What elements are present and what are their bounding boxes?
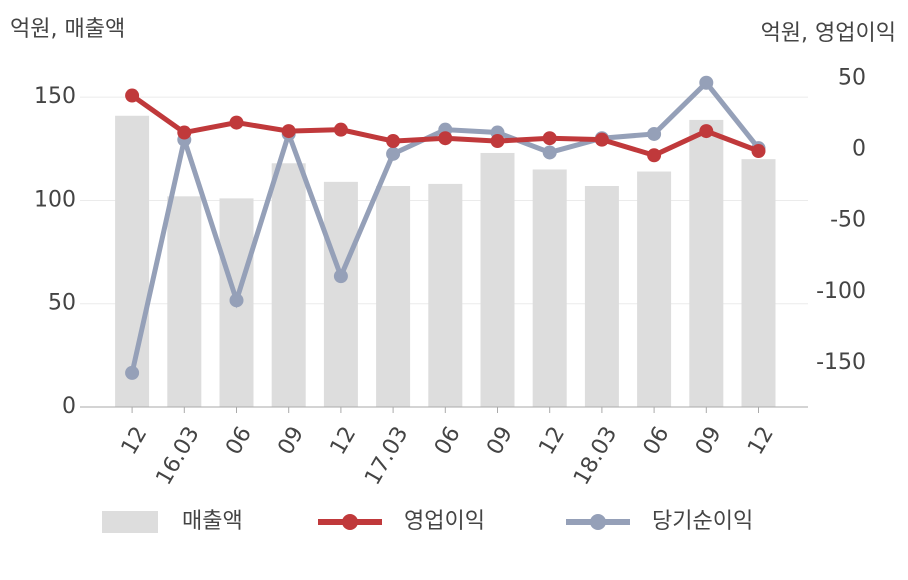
y2-tick-label: -150 (816, 350, 866, 375)
point (229, 115, 244, 130)
bar (428, 183, 463, 407)
point (386, 146, 401, 161)
x-tick-label: 12 (743, 423, 779, 460)
bar (741, 159, 776, 407)
bar (689, 119, 724, 408)
x-tick-label: 12 (117, 423, 153, 460)
bar (167, 196, 202, 407)
x-tick-label: 12 (534, 423, 570, 460)
bar (271, 163, 306, 407)
point (542, 145, 557, 160)
point (542, 131, 557, 146)
point (125, 88, 140, 103)
y-tick-label: 0 (62, 394, 76, 419)
bar (584, 185, 619, 407)
point (125, 365, 140, 380)
point (177, 125, 192, 140)
y-tick-label: 50 (48, 291, 76, 316)
bar (532, 169, 567, 407)
point (281, 124, 296, 139)
y-tick-label: 100 (34, 187, 76, 212)
point (647, 126, 662, 141)
x-tick-label: 16.03 (152, 423, 205, 490)
point (333, 269, 348, 284)
point (699, 75, 714, 90)
x-tick-label: 09 (482, 423, 518, 460)
legend-swatch (102, 511, 158, 533)
point (229, 293, 244, 308)
y-tick-label: 150 (34, 84, 76, 109)
x-tick-label: 06 (430, 423, 466, 460)
y2-tick-label: -100 (816, 279, 866, 304)
x-tick-label: 17.03 (360, 423, 413, 490)
y2-tick-label: -50 (830, 208, 866, 233)
point (386, 134, 401, 149)
point (594, 132, 609, 147)
bar (637, 171, 672, 407)
bar (376, 185, 411, 407)
bar (323, 181, 358, 407)
point (333, 122, 348, 137)
point (699, 124, 714, 139)
y2-tick-label: 0 (852, 137, 866, 162)
x-tick-label: 09 (273, 423, 309, 460)
bar (115, 115, 150, 408)
x-tick-label: 06 (221, 423, 257, 460)
point (438, 131, 453, 146)
legend-swatch (590, 514, 606, 530)
legend-swatch (342, 514, 358, 530)
y2-tick-label: 50 (838, 65, 866, 90)
x-tick-label: 06 (639, 423, 675, 460)
legend-label: 매출액 (182, 509, 243, 534)
y-axis-label: 억원, 매출액 (10, 17, 125, 42)
x-tick-label: 12 (326, 423, 362, 460)
y2-axis-label: 억원, 영업이익 (761, 21, 896, 46)
point (751, 144, 766, 159)
x-tick-label: 18.03 (569, 423, 622, 490)
point (647, 148, 662, 163)
bar (480, 152, 515, 407)
point (490, 134, 505, 149)
legend-label: 당기순이익 (652, 509, 753, 534)
legend-label: 영업이익 (404, 509, 485, 534)
x-tick-label: 09 (691, 423, 727, 460)
